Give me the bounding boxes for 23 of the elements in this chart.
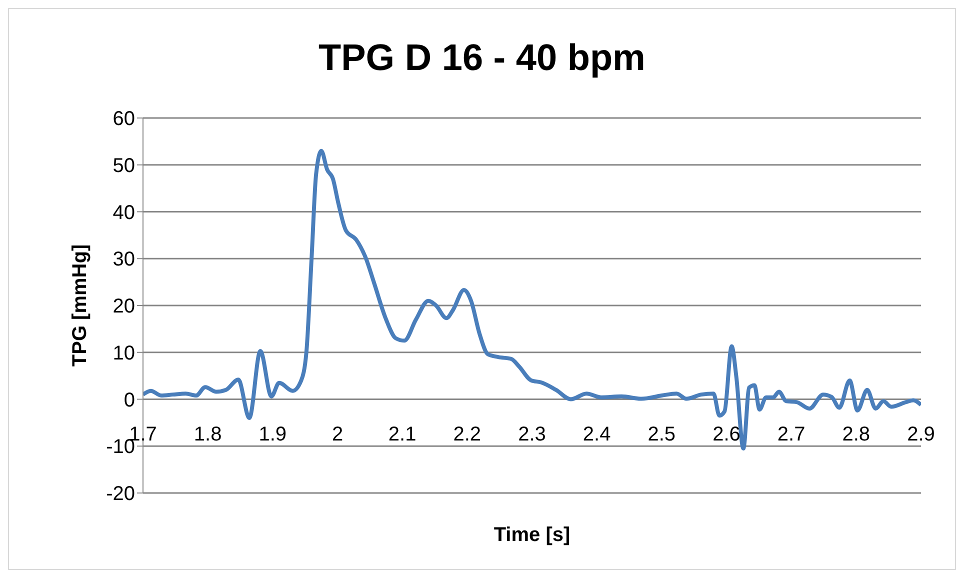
- x-tick-label: 1.9: [258, 423, 287, 446]
- y-tick-label: 20: [112, 296, 135, 318]
- y-tick-label: 10: [112, 342, 135, 364]
- y-tick-label: 40: [112, 202, 135, 224]
- x-tick-label: 2.5: [648, 423, 676, 446]
- x-axis-title: Time [s]: [494, 524, 570, 546]
- x-tick-label: 1.8: [194, 423, 222, 446]
- y-tick-label: 50: [112, 154, 135, 177]
- y-tick-label: 0: [124, 389, 135, 412]
- x-tick-label: 2.9: [907, 423, 935, 446]
- y-tick-label: 60: [112, 108, 135, 130]
- x-tick-label: 2.4: [582, 423, 611, 446]
- chart-title: TPG D 16 - 40 bpm: [318, 37, 646, 79]
- x-tick-label: 2.6: [712, 423, 740, 446]
- x-tick-label: 2.3: [518, 423, 546, 446]
- y-tick-label: -20: [106, 483, 135, 506]
- x-tick-label: 2: [332, 423, 344, 446]
- y-tick-label: 30: [112, 248, 135, 271]
- x-tick-label: 2.8: [842, 423, 870, 446]
- x-tick-label: 2.1: [388, 423, 416, 446]
- x-tick-label: 2.7: [777, 423, 806, 446]
- x-tick-label: 2.2: [453, 423, 482, 446]
- y-axis-title: TPG [mmHg]: [69, 244, 92, 367]
